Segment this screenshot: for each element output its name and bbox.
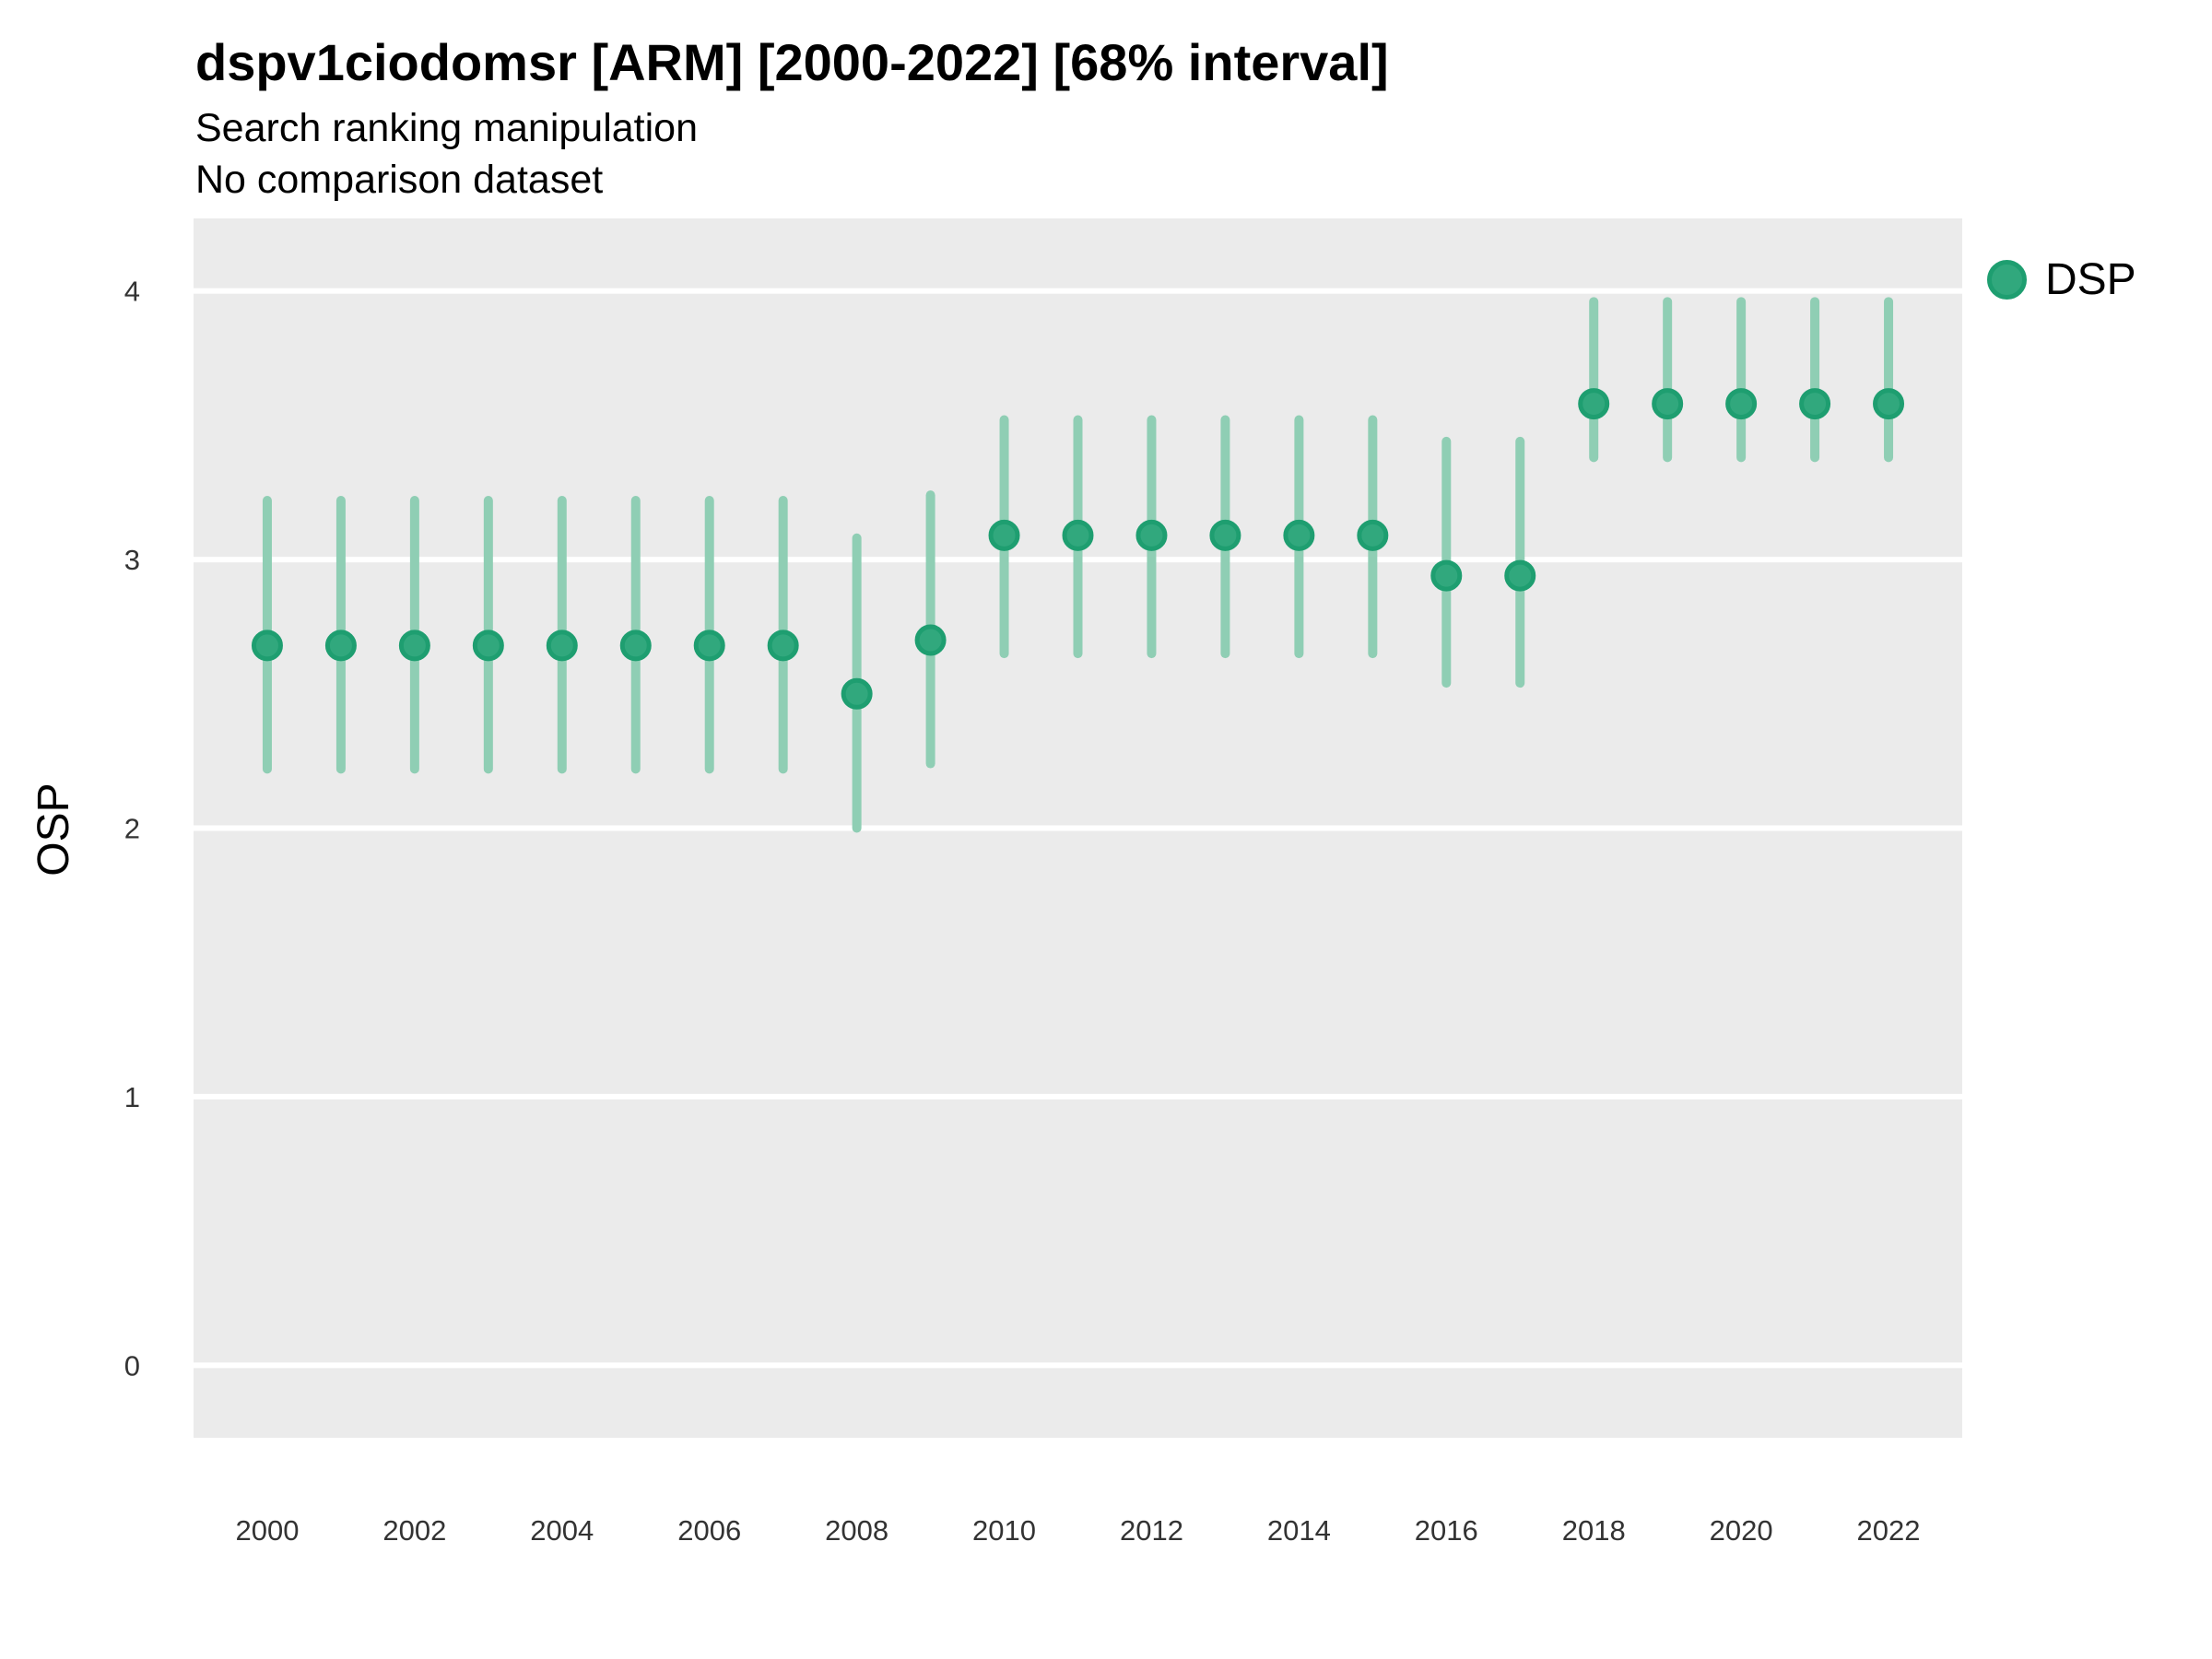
data-point-2019 bbox=[1652, 388, 1684, 420]
x-tick-label-2008: 2008 bbox=[825, 1514, 888, 1547]
chart-subtitle: Search ranking manipulation bbox=[195, 106, 698, 150]
data-point-2006 bbox=[693, 629, 725, 662]
data-point-2000 bbox=[251, 629, 283, 662]
data-point-2014 bbox=[1283, 519, 1315, 551]
data-point-2012 bbox=[1135, 519, 1168, 551]
data-point-2002 bbox=[398, 629, 430, 662]
x-tick-label-2006: 2006 bbox=[677, 1514, 741, 1547]
legend-point-icon bbox=[1987, 260, 2027, 300]
data-point-2021 bbox=[1799, 388, 1831, 420]
legend-series-label: DSP bbox=[2045, 255, 2136, 304]
data-point-2004 bbox=[546, 629, 578, 662]
data-point-2016 bbox=[1430, 559, 1463, 592]
x-tick-label-2016: 2016 bbox=[1415, 1514, 1478, 1547]
x-tick-label-2022: 2022 bbox=[1857, 1514, 1921, 1547]
x-tick-label-2010: 2010 bbox=[972, 1514, 1036, 1547]
data-point-2008 bbox=[841, 677, 873, 710]
y-tick-label-0: 0 bbox=[124, 1349, 140, 1382]
data-point-2003 bbox=[472, 629, 504, 662]
y-tick-label-3: 3 bbox=[124, 544, 140, 576]
x-tick-label-2000: 2000 bbox=[235, 1514, 299, 1547]
chart-title: dspv1ciodomsr [ARM] [2000-2022] [68% int… bbox=[195, 33, 1389, 91]
data-point-2009 bbox=[914, 624, 947, 656]
data-point-2001 bbox=[324, 629, 357, 662]
data-point-2010 bbox=[988, 519, 1020, 551]
data-point-2017 bbox=[1504, 559, 1536, 592]
y-tick-label-4: 4 bbox=[124, 276, 140, 308]
data-point-2007 bbox=[767, 629, 799, 662]
chart-note: No comparison dataset bbox=[195, 158, 604, 202]
x-tick-label-2012: 2012 bbox=[1120, 1514, 1183, 1547]
y-tick-label-1: 1 bbox=[124, 1081, 140, 1113]
x-tick-label-2002: 2002 bbox=[382, 1514, 446, 1547]
y-axis-title: OSP bbox=[29, 782, 78, 877]
data-point-2013 bbox=[1209, 519, 1241, 551]
data-point-2005 bbox=[619, 629, 652, 662]
x-tick-label-2004: 2004 bbox=[530, 1514, 594, 1547]
x-tick-label-2020: 2020 bbox=[1710, 1514, 1773, 1547]
y-tick-label-2: 2 bbox=[124, 813, 140, 845]
legend: DSP bbox=[1987, 254, 2136, 305]
data-point-2020 bbox=[1725, 388, 1758, 420]
data-point-2011 bbox=[1062, 519, 1094, 551]
x-tick-label-2014: 2014 bbox=[1267, 1514, 1331, 1547]
data-point-2018 bbox=[1578, 388, 1610, 420]
x-tick-label-2018: 2018 bbox=[1562, 1514, 1626, 1547]
data-point-2022 bbox=[1873, 388, 1905, 420]
data-point-2015 bbox=[1357, 519, 1389, 551]
